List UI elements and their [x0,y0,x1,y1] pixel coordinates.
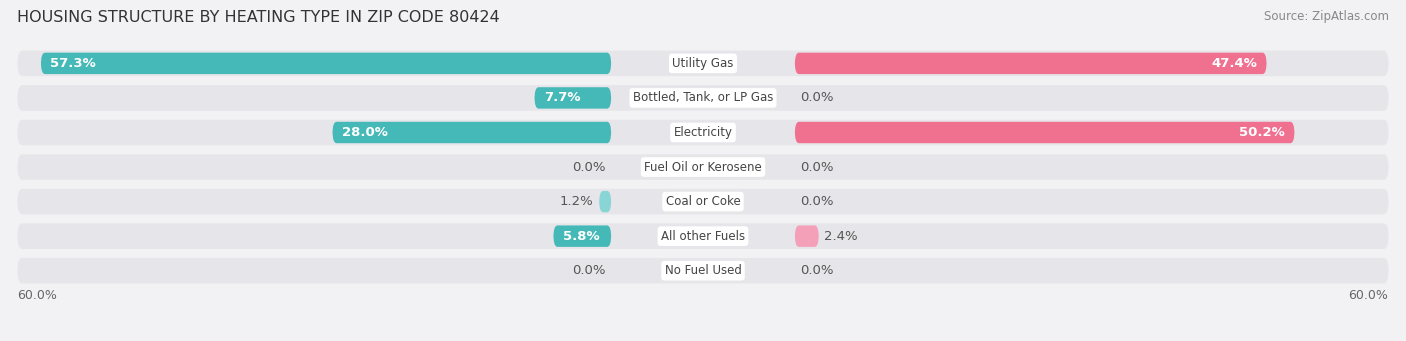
FancyBboxPatch shape [599,191,612,212]
Text: 0.0%: 0.0% [572,264,606,277]
Text: 0.0%: 0.0% [800,161,834,174]
FancyBboxPatch shape [41,53,612,74]
Text: Coal or Coke: Coal or Coke [665,195,741,208]
Text: Utility Gas: Utility Gas [672,57,734,70]
Text: 28.0%: 28.0% [342,126,388,139]
Text: 0.0%: 0.0% [800,91,834,104]
FancyBboxPatch shape [17,50,1389,76]
FancyBboxPatch shape [554,225,612,247]
FancyBboxPatch shape [17,223,1389,249]
Text: 1.2%: 1.2% [560,195,593,208]
Text: 0.0%: 0.0% [800,264,834,277]
Text: HOUSING STRUCTURE BY HEATING TYPE IN ZIP CODE 80424: HOUSING STRUCTURE BY HEATING TYPE IN ZIP… [17,10,499,25]
Text: 5.8%: 5.8% [562,229,599,243]
Text: 0.0%: 0.0% [572,161,606,174]
FancyBboxPatch shape [17,120,1389,145]
Text: 2.4%: 2.4% [824,229,858,243]
Text: All other Fuels: All other Fuels [661,229,745,243]
Text: 60.0%: 60.0% [1348,289,1389,302]
Text: 7.7%: 7.7% [544,91,581,104]
FancyBboxPatch shape [794,53,1267,74]
Text: No Fuel Used: No Fuel Used [665,264,741,277]
FancyBboxPatch shape [332,122,612,143]
FancyBboxPatch shape [794,122,1295,143]
Text: 57.3%: 57.3% [51,57,96,70]
FancyBboxPatch shape [534,87,612,109]
Text: 50.2%: 50.2% [1240,126,1285,139]
Text: Bottled, Tank, or LP Gas: Bottled, Tank, or LP Gas [633,91,773,104]
Text: 47.4%: 47.4% [1212,57,1257,70]
FancyBboxPatch shape [794,225,818,247]
Text: 0.0%: 0.0% [800,195,834,208]
Text: 60.0%: 60.0% [17,289,58,302]
Text: Fuel Oil or Kerosene: Fuel Oil or Kerosene [644,161,762,174]
FancyBboxPatch shape [17,258,1389,283]
Text: Electricity: Electricity [673,126,733,139]
Text: Source: ZipAtlas.com: Source: ZipAtlas.com [1264,10,1389,23]
FancyBboxPatch shape [17,154,1389,180]
FancyBboxPatch shape [17,189,1389,214]
FancyBboxPatch shape [17,85,1389,111]
